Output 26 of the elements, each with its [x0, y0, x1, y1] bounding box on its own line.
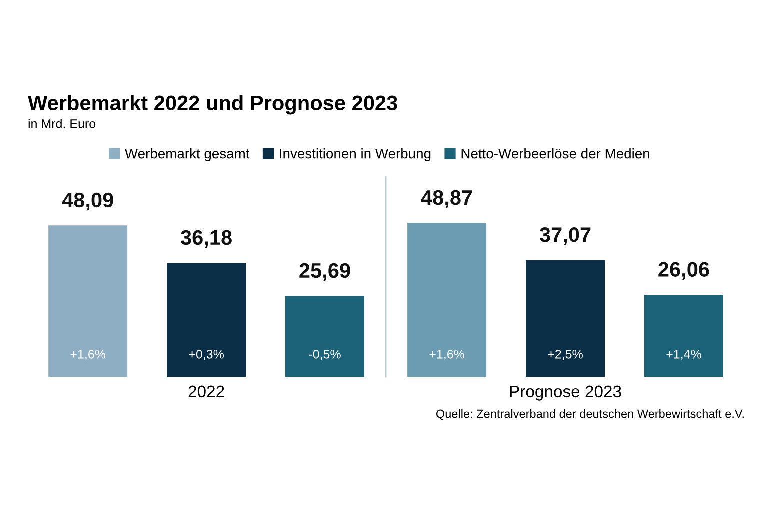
annotation: +1,6% — [430, 350, 464, 360]
legend-label: Investitionen in Werbung — [280, 148, 431, 162]
bar — [644, 294, 724, 377]
data-label: 26,06 — [658, 262, 710, 280]
bar — [286, 296, 364, 377]
data-label: 25,69 — [300, 263, 350, 282]
legend-label: Werbemarkt gesamt — [125, 148, 250, 162]
legend-label: Netto-Werbeerlöse der Medien — [462, 148, 650, 159]
x-tick-label: 2022 — [188, 386, 224, 398]
annotation: +1,4% — [666, 350, 702, 360]
data-label: 37,07 — [540, 228, 591, 246]
annotation: +0,3% — [189, 350, 224, 360]
source-note: Quelle: Zentralverband der deutschen Werbewirtschaft e.V. — [436, 409, 744, 420]
data-label: 48,09 — [62, 192, 114, 211]
annotation: -0,5% — [309, 350, 341, 360]
data-label: 36,18 — [180, 230, 232, 248]
bar — [167, 263, 246, 377]
bar — [408, 223, 487, 377]
data-label: 48,87 — [421, 190, 472, 208]
chart-title: Werbemarkt 2022 und Prognose 2023 — [28, 95, 398, 115]
annotation: +1,6% — [70, 350, 106, 360]
annotation: +2,5% — [548, 350, 583, 360]
bar — [48, 226, 128, 377]
x-tick-label: Prognose 2023 — [510, 386, 622, 401]
chart-subtitle: in Mrd. Euro — [28, 119, 96, 128]
bar — [526, 260, 605, 377]
